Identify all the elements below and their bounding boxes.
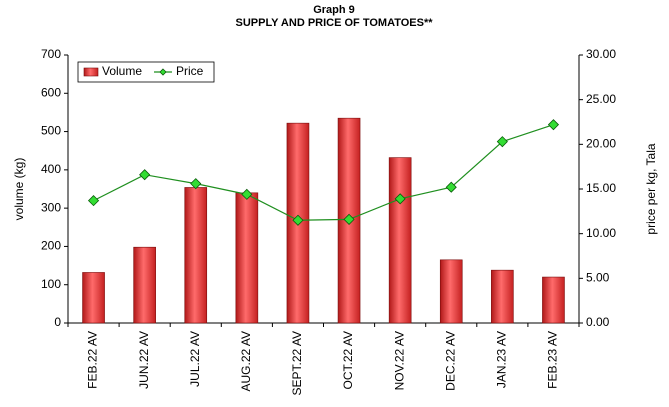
- bar: [388, 157, 412, 324]
- price-marker: [139, 169, 151, 181]
- y2-tick-label: 30.00: [586, 47, 616, 61]
- y2-tick-label: 20.00: [586, 137, 616, 151]
- price-line: [93, 124, 554, 221]
- x-tick-label: SEPT.22 AV: [290, 331, 304, 395]
- bar: [491, 269, 514, 324]
- legend-label: Volume: [102, 64, 142, 78]
- x-tick-label: NOV.22 AV: [392, 331, 406, 390]
- y2-tick-label: 25.00: [586, 92, 616, 106]
- y-tick-label: 200: [41, 239, 61, 253]
- y2-tick-label: 0.00: [586, 315, 610, 329]
- y-tick-label: 100: [41, 277, 61, 291]
- price-marker: [496, 136, 508, 148]
- chart-subtitle: SUPPLY AND PRICE OF TOMATOES**: [235, 17, 433, 29]
- x-tick-label: OCT.22 AV: [341, 331, 355, 389]
- price-marker: [547, 119, 560, 131]
- y-tick-label: 0: [54, 315, 61, 329]
- price-marker: [343, 213, 355, 225]
- y2-tick-label: 15.00: [586, 181, 616, 195]
- legend-box: [77, 61, 215, 83]
- y2-tick-label: 10.00: [586, 226, 616, 240]
- y-tick-label: 500: [41, 124, 61, 138]
- legend-label: Price: [176, 64, 204, 78]
- y2-tick-label: 5.00: [586, 271, 610, 285]
- x-tick-label: JUL.22 AV: [188, 331, 202, 387]
- x-tick-label: FEB.23 AV: [546, 331, 560, 389]
- legend-swatch: [83, 67, 99, 77]
- x-tick-label: FEB.22 AV: [86, 331, 100, 389]
- price-marker: [190, 178, 202, 190]
- bar: [542, 276, 565, 324]
- bar: [184, 187, 208, 324]
- price-marker: [241, 188, 253, 200]
- y2-axis-label: price per kg, Tala: [644, 143, 658, 234]
- y-axis-label: volume (kg): [12, 158, 26, 221]
- x-tick-label: JAN.23 AV: [495, 331, 509, 388]
- x-tick-label: JUN.22 AV: [137, 331, 151, 389]
- y-tick-label: 600: [41, 85, 61, 99]
- x-tick-label: AUG.22 AV: [239, 331, 253, 391]
- price-marker: [445, 181, 457, 193]
- y-tick-label: 700: [41, 47, 61, 61]
- chart-title: Graph 9: [313, 4, 355, 16]
- price-marker: [394, 193, 406, 205]
- x-tick-label: DEC.22 AV: [443, 331, 457, 391]
- bar: [133, 246, 156, 324]
- y-tick-label: 400: [41, 162, 61, 176]
- bar: [82, 272, 105, 324]
- price-marker: [292, 214, 304, 226]
- bar: [235, 192, 259, 324]
- price-marker: [87, 195, 100, 207]
- bar: [439, 259, 463, 324]
- y-tick-label: 300: [41, 200, 61, 214]
- legend-swatch: [159, 68, 167, 76]
